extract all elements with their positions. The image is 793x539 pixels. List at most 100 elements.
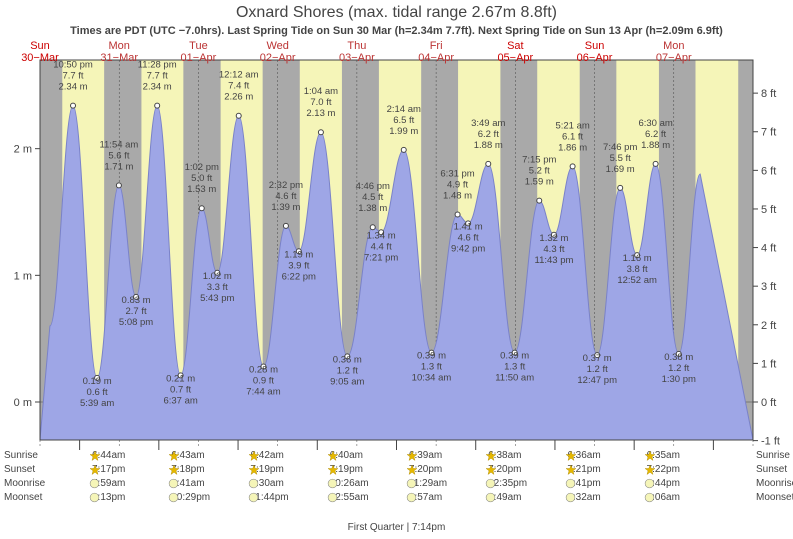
svg-text:5:39 am: 5:39 am	[80, 398, 114, 409]
footer-cell: 3:32am	[565, 492, 645, 503]
svg-text:1.69 m: 1.69 m	[606, 164, 635, 175]
svg-text:7:15 pm: 7:15 pm	[522, 155, 556, 166]
svg-text:2.13 m: 2.13 m	[306, 108, 335, 119]
svg-text:4.6 ft: 4.6 ft	[275, 191, 296, 202]
svg-text:5 ft: 5 ft	[761, 204, 776, 216]
footer-cell: 6:36am	[565, 450, 645, 461]
svg-text:0 ft: 0 ft	[761, 397, 776, 409]
svg-text:5.2 ft: 5.2 ft	[529, 166, 550, 177]
svg-text:1.3 ft: 1.3 ft	[504, 362, 525, 373]
moon-phase-text: First Quarter | 7:14pm	[0, 522, 793, 533]
footer-label-right: Sunrise	[756, 450, 790, 461]
svg-text:7.0 ft: 7.0 ft	[310, 97, 331, 108]
day-label: Sat05−Apr	[485, 40, 545, 64]
footer-cell: 7:59am	[89, 478, 169, 489]
svg-text:6 ft: 6 ft	[761, 165, 776, 177]
svg-text:1.59 m: 1.59 m	[525, 177, 554, 188]
svg-text:1.88 m: 1.88 m	[641, 140, 670, 151]
footer-cell: 6:40am	[327, 450, 407, 461]
svg-text:6.5 ft: 6.5 ft	[393, 115, 414, 126]
day-label: Tue01−Apr	[168, 40, 228, 64]
svg-text:3.8 ft: 3.8 ft	[627, 264, 648, 275]
svg-text:10:34 am: 10:34 am	[412, 373, 452, 384]
svg-text:5:08 pm: 5:08 pm	[119, 317, 153, 328]
svg-text:1.38 m: 1.38 m	[358, 203, 387, 214]
svg-text:5:43 pm: 5:43 pm	[200, 293, 234, 304]
footer-label-left: Moonrise	[4, 478, 45, 489]
svg-text:0.37 m: 0.37 m	[583, 353, 612, 364]
svg-text:1.3 ft: 1.3 ft	[421, 362, 442, 373]
svg-text:4.6 ft: 4.6 ft	[458, 232, 479, 243]
svg-text:5.6 ft: 5.6 ft	[108, 150, 129, 161]
svg-text:4.5 ft: 4.5 ft	[362, 192, 383, 203]
svg-text:2.7 ft: 2.7 ft	[125, 306, 146, 317]
svg-text:0.28 m: 0.28 m	[249, 365, 278, 376]
svg-text:6:31 pm: 6:31 pm	[440, 169, 474, 180]
footer-cell: 6:42am	[248, 450, 328, 461]
svg-text:11:43 pm: 11:43 pm	[535, 255, 574, 266]
footer-cell: 7:19pm	[248, 464, 328, 475]
svg-text:4.4 ft: 4.4 ft	[371, 241, 392, 252]
svg-text:4.3 ft: 4.3 ft	[543, 244, 564, 255]
svg-text:1.99 m: 1.99 m	[389, 126, 418, 137]
footer-cell: 6:44am	[89, 450, 169, 461]
svg-text:1.88 m: 1.88 m	[474, 140, 503, 151]
footer-label-left: Sunset	[4, 464, 35, 475]
svg-text:-1 ft: -1 ft	[761, 436, 780, 448]
footer-cell: 6:43am	[168, 450, 248, 461]
footer-cell: 2:44pm	[644, 478, 724, 489]
footer-cell: 12:55am	[327, 492, 407, 503]
day-label: Mon07−Apr	[644, 40, 704, 64]
svg-text:1.39 m: 1.39 m	[271, 202, 300, 213]
svg-text:7:46 pm: 7:46 pm	[603, 142, 637, 153]
day-label: Wed02−Apr	[248, 40, 308, 64]
svg-text:1:02 pm: 1:02 pm	[185, 162, 219, 173]
footer-cell: 6:39am	[406, 450, 486, 461]
svg-text:0.39 m: 0.39 m	[417, 351, 446, 362]
footer-cell: 6:35am	[644, 450, 724, 461]
svg-text:7.7 ft: 7.7 ft	[147, 71, 168, 82]
svg-text:3 ft: 3 ft	[761, 281, 776, 293]
svg-text:1.32 m: 1.32 m	[539, 233, 568, 244]
svg-text:3:49 am: 3:49 am	[471, 118, 505, 129]
svg-text:1.53 m: 1.53 m	[187, 184, 216, 195]
svg-text:0.38 m: 0.38 m	[664, 352, 693, 363]
footer-cell: 4:06am	[644, 492, 724, 503]
svg-text:6.2 ft: 6.2 ft	[478, 129, 499, 140]
svg-text:8 ft: 8 ft	[761, 88, 776, 100]
footer-cell: 6:38am	[485, 450, 565, 461]
svg-text:1.48 m: 1.48 m	[443, 191, 472, 202]
svg-text:1.71 m: 1.71 m	[104, 161, 133, 172]
footer-cell: 7:20pm	[406, 464, 486, 475]
svg-text:0.6 ft: 0.6 ft	[87, 387, 108, 398]
svg-text:5.5 ft: 5.5 ft	[610, 153, 631, 164]
svg-text:0.9 ft: 0.9 ft	[253, 376, 274, 387]
svg-text:1.02 m: 1.02 m	[203, 271, 232, 282]
footer-cell: 9:13pm	[89, 492, 169, 503]
svg-text:2.34 m: 2.34 m	[58, 82, 87, 93]
footer-cell: 9:30am	[248, 478, 328, 489]
svg-text:4 ft: 4 ft	[761, 243, 776, 255]
svg-text:1:30 pm: 1:30 pm	[662, 374, 696, 385]
svg-text:2 m: 2 m	[14, 144, 32, 156]
footer-cell: 11:44pm	[248, 492, 328, 503]
svg-text:2:32 pm: 2:32 pm	[269, 180, 303, 191]
svg-text:2.26 m: 2.26 m	[224, 92, 253, 103]
day-label: Thu03−Apr	[327, 40, 387, 64]
footer-cell: 7:18pm	[168, 464, 248, 475]
svg-text:12:12 am: 12:12 am	[219, 70, 259, 81]
footer-cell: 10:29pm	[168, 492, 248, 503]
svg-text:11:54 am: 11:54 am	[99, 139, 138, 150]
svg-text:1.34 m: 1.34 m	[367, 230, 396, 241]
svg-text:5:21 am: 5:21 am	[555, 120, 589, 131]
footer-cell: 10:26am	[327, 478, 407, 489]
svg-text:2.34 m: 2.34 m	[143, 82, 172, 93]
svg-text:0.7 ft: 0.7 ft	[170, 384, 191, 395]
footer-cell: 7:21pm	[565, 464, 645, 475]
svg-text:2 ft: 2 ft	[761, 320, 776, 332]
svg-text:1.19 m: 1.19 m	[284, 249, 313, 260]
svg-text:12:52 am: 12:52 am	[617, 275, 657, 286]
svg-text:7:44 am: 7:44 am	[246, 387, 280, 398]
svg-text:7.7 ft: 7.7 ft	[62, 71, 83, 82]
svg-text:11:50 am: 11:50 am	[495, 373, 534, 384]
